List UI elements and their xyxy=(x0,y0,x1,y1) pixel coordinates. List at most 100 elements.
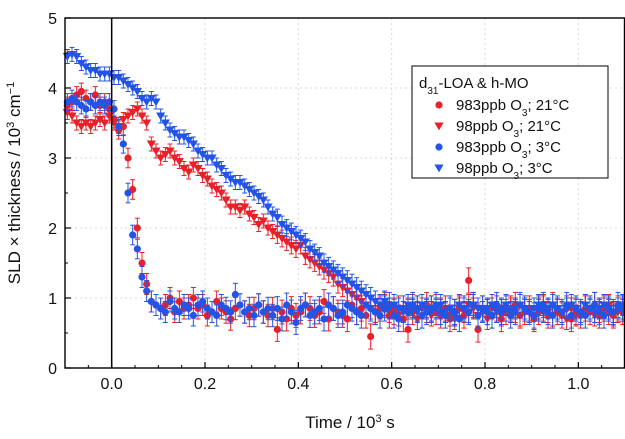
data-point xyxy=(254,193,264,201)
data-point xyxy=(255,301,263,309)
data-point xyxy=(258,217,268,226)
data-point xyxy=(283,301,291,309)
data-point xyxy=(347,291,357,299)
data-point xyxy=(301,301,309,309)
data-point xyxy=(221,196,231,205)
data-point xyxy=(404,325,412,334)
data-point xyxy=(538,308,548,317)
data-point xyxy=(90,119,100,128)
data-point xyxy=(389,301,399,310)
data-point xyxy=(590,308,600,317)
x-tick-label: 0.0 xyxy=(101,376,123,393)
data-point xyxy=(366,294,376,303)
data-point xyxy=(314,263,324,271)
legend-label: 98ppb O3; 21°C xyxy=(456,118,561,140)
series-group xyxy=(62,46,625,327)
data-point xyxy=(240,203,250,212)
data-point xyxy=(300,252,310,261)
data-point xyxy=(230,203,240,212)
data-point xyxy=(594,305,604,313)
data-point xyxy=(552,305,562,313)
data-point xyxy=(67,50,77,59)
axes: 0.0 0.2 0.4 0.6 0.8 1.0 0 1 2 3 4 5 Time / 103 s SLD … xyxy=(5,11,625,432)
y-axis-title: SLD × thickness / 103 cm−1 xyxy=(5,82,24,284)
data-point xyxy=(185,304,193,313)
data-point xyxy=(339,308,347,316)
data-point xyxy=(352,294,362,303)
data-point xyxy=(143,287,151,295)
data-point xyxy=(138,259,146,267)
data-point xyxy=(291,231,301,240)
data-point xyxy=(520,305,530,313)
legend-entry: 983ppb O3; 21°C xyxy=(435,97,569,119)
data-point xyxy=(174,158,184,166)
data-point xyxy=(487,301,497,310)
data-point xyxy=(142,98,152,107)
data-point xyxy=(534,301,544,310)
data-point xyxy=(342,277,352,285)
data-point xyxy=(227,308,235,316)
data-point xyxy=(268,210,278,219)
legend-label: 983ppb O3; 3°C xyxy=(456,139,561,161)
legend-box xyxy=(411,65,609,179)
data-point xyxy=(320,315,328,323)
data-point xyxy=(184,168,194,177)
data-point xyxy=(282,238,292,247)
x-tick-label: 0.8 xyxy=(474,376,496,393)
data-point xyxy=(213,311,221,320)
data-point xyxy=(160,151,170,159)
data-point xyxy=(455,315,463,323)
data-point xyxy=(263,203,273,212)
data-point xyxy=(287,308,295,316)
legend-label: 98ppb O3; 3°C xyxy=(456,160,553,182)
data-point xyxy=(128,109,138,117)
data-point xyxy=(347,280,357,289)
data-point xyxy=(273,304,281,313)
data-point xyxy=(496,305,506,313)
data-point xyxy=(548,301,558,310)
data-point xyxy=(138,273,146,281)
data-point xyxy=(166,297,174,306)
data-point xyxy=(310,259,320,268)
data-point xyxy=(179,165,189,173)
data-point xyxy=(506,308,516,317)
data-point xyxy=(188,161,198,170)
data-point xyxy=(329,304,337,313)
data-point xyxy=(156,154,166,163)
data-point xyxy=(435,143,443,151)
data-point xyxy=(193,165,203,173)
data-point xyxy=(333,270,343,278)
data-point xyxy=(370,298,380,306)
data-point xyxy=(566,301,576,310)
data-point xyxy=(272,231,282,240)
data-point xyxy=(160,119,170,128)
data-point xyxy=(524,308,534,317)
data-point xyxy=(613,305,623,313)
data-markers xyxy=(62,46,625,350)
data-point xyxy=(529,305,539,313)
data-point xyxy=(324,263,334,271)
data-point xyxy=(81,119,91,128)
data-point xyxy=(305,245,315,254)
data-point xyxy=(557,308,567,317)
x-tick-label: 0.4 xyxy=(287,376,309,393)
data-point xyxy=(286,228,296,236)
data-point xyxy=(216,189,226,198)
data-point xyxy=(82,105,90,113)
data-point xyxy=(245,304,253,313)
data-point xyxy=(184,137,194,145)
data-point xyxy=(278,315,286,323)
data-point xyxy=(133,245,141,253)
data-point xyxy=(114,74,124,82)
data-point xyxy=(179,133,189,142)
data-point xyxy=(132,105,142,114)
data-point xyxy=(189,294,197,302)
x-tick-label: 0.2 xyxy=(194,376,216,393)
data-point xyxy=(193,147,203,156)
data-point xyxy=(282,224,292,233)
legend-entry: 983ppb O3; 3°C xyxy=(435,139,561,161)
data-point xyxy=(422,305,432,313)
data-point xyxy=(310,249,320,257)
data-point xyxy=(464,308,474,317)
